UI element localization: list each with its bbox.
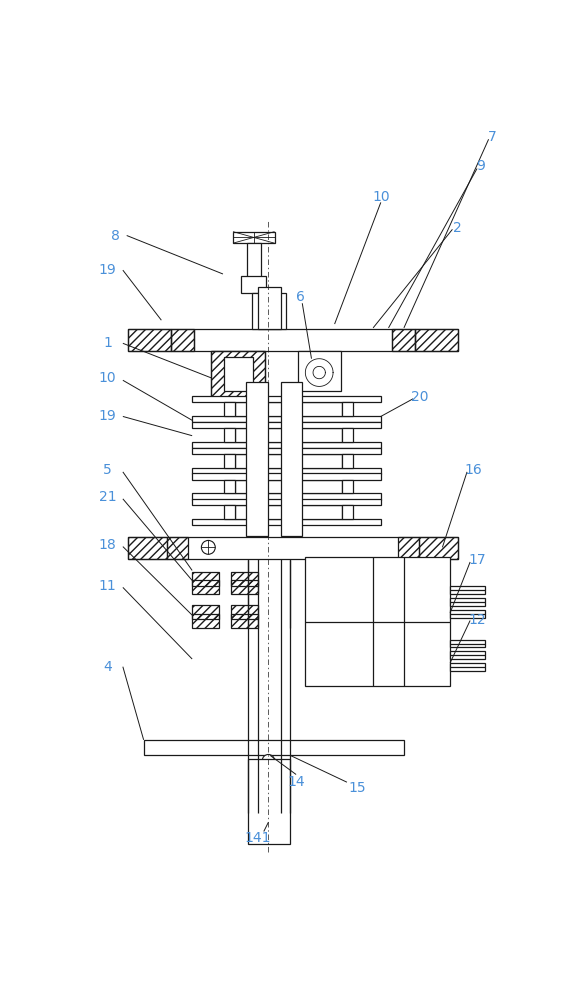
Bar — [235, 505, 342, 519]
Bar — [192, 499, 381, 505]
Bar — [192, 448, 381, 454]
Bar — [224, 357, 253, 391]
Bar — [305, 557, 450, 686]
Bar — [392, 329, 416, 351]
Text: 15: 15 — [349, 781, 367, 795]
Bar — [128, 329, 171, 351]
Bar — [450, 663, 485, 671]
Bar — [192, 416, 381, 422]
Text: 7: 7 — [488, 130, 497, 144]
Bar — [416, 329, 458, 351]
Bar — [192, 396, 381, 402]
Bar — [192, 519, 381, 525]
Bar — [192, 580, 219, 594]
Bar — [235, 428, 342, 442]
Bar — [235, 454, 342, 468]
Bar — [419, 537, 458, 559]
Bar — [450, 586, 485, 594]
Bar — [342, 428, 353, 442]
Bar — [231, 572, 258, 586]
Bar — [342, 480, 353, 493]
Bar — [231, 580, 258, 594]
Text: 17: 17 — [468, 553, 486, 567]
Bar — [128, 537, 458, 559]
Bar — [224, 480, 235, 493]
Bar — [192, 614, 219, 628]
Bar — [252, 293, 286, 329]
Bar — [192, 468, 381, 474]
Bar — [192, 422, 381, 428]
Text: 20: 20 — [411, 390, 428, 404]
Bar — [281, 382, 302, 536]
Bar — [231, 605, 258, 619]
Bar — [242, 276, 266, 293]
Text: 10: 10 — [99, 371, 116, 385]
Bar — [224, 402, 235, 416]
Bar — [235, 480, 342, 493]
Bar — [192, 473, 381, 480]
Bar — [231, 614, 258, 628]
Bar — [128, 537, 167, 559]
Bar — [211, 351, 266, 397]
Bar — [258, 287, 281, 329]
Bar — [167, 537, 188, 559]
Bar — [247, 243, 261, 278]
Bar — [398, 537, 419, 559]
Text: 2: 2 — [453, 221, 462, 235]
Text: 19: 19 — [99, 263, 116, 277]
Bar — [171, 329, 194, 351]
Bar — [246, 382, 268, 536]
Text: 14: 14 — [287, 775, 305, 789]
Text: 9: 9 — [476, 159, 485, 173]
Bar — [192, 605, 219, 619]
Text: 18: 18 — [99, 538, 116, 552]
Bar — [235, 402, 342, 416]
Bar — [192, 572, 219, 586]
Text: 1: 1 — [103, 336, 112, 350]
Bar — [450, 598, 485, 606]
Bar — [192, 442, 381, 448]
Text: 11: 11 — [99, 579, 116, 593]
Text: 16: 16 — [464, 463, 482, 477]
Bar — [224, 505, 235, 519]
Text: 5: 5 — [103, 463, 112, 477]
Bar — [342, 402, 353, 416]
Bar — [297, 351, 341, 391]
Circle shape — [262, 754, 275, 767]
Bar — [450, 610, 485, 618]
Bar — [450, 640, 485, 647]
Bar — [192, 493, 381, 500]
Text: 4: 4 — [103, 660, 112, 674]
Text: 10: 10 — [372, 190, 389, 204]
Bar — [450, 651, 485, 659]
Bar — [342, 505, 353, 519]
Text: 19: 19 — [99, 409, 116, 423]
Bar — [211, 351, 266, 397]
Bar — [342, 454, 353, 468]
Text: 6: 6 — [296, 290, 304, 304]
Bar — [224, 428, 235, 442]
Text: 12: 12 — [468, 613, 486, 628]
Bar — [224, 454, 235, 468]
Text: 141: 141 — [244, 831, 271, 845]
Bar — [128, 329, 458, 351]
Bar — [233, 232, 275, 243]
Text: 8: 8 — [111, 229, 119, 242]
Bar — [144, 740, 404, 755]
Text: 21: 21 — [99, 490, 116, 504]
Bar — [248, 759, 290, 844]
